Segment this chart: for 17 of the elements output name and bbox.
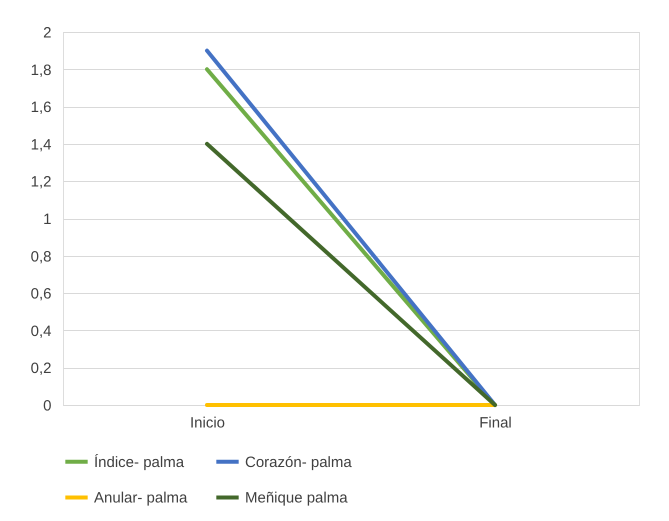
legend-label: Meñique palma (245, 490, 348, 506)
y-tick-label: 2 (43, 24, 52, 42)
y-tick-label: 0 (43, 398, 52, 414)
x-tick-label: Final (479, 414, 512, 432)
y-tick-label: 0,2 (30, 360, 52, 378)
y-tick-label: 1,6 (30, 99, 52, 116)
y-tick-label: 0,8 (30, 248, 52, 266)
y-tick-label: 1 (43, 211, 52, 228)
legend-label: Corazón- palma (245, 454, 352, 471)
y-tick-label: 1,2 (30, 174, 52, 191)
y-tick-label: 0,4 (30, 322, 52, 340)
y-tick-label: 0,6 (30, 286, 52, 303)
y-tick-label: 1,8 (30, 62, 52, 79)
legend-label: Índice- palma (94, 452, 185, 471)
x-tick-label: Inicio (190, 414, 226, 432)
y-tick-label: 1,4 (30, 136, 52, 154)
legend-label: Anular- palma (94, 490, 188, 506)
